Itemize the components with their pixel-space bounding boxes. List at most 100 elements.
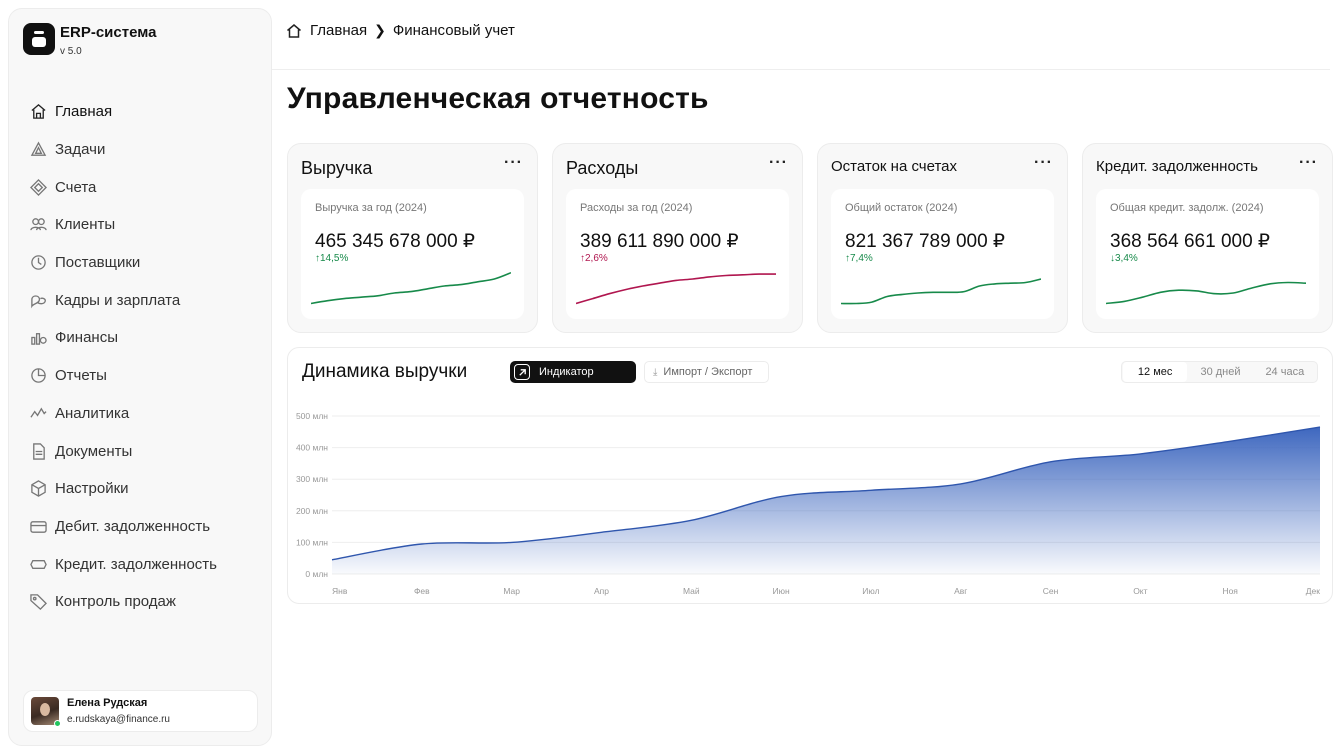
- clients-icon: [29, 216, 47, 234]
- more-menu-icon[interactable]: ···: [769, 154, 788, 171]
- breadcrumb-home[interactable]: Главная: [310, 22, 368, 39]
- sidebar-item-tasks[interactable]: Задачи: [29, 131, 265, 169]
- sidebar-item-hr[interactable]: Кадры и зарплата: [29, 281, 265, 319]
- kpi-sparkline: [1106, 281, 1306, 305]
- kpi-change: ↑14,5%: [315, 253, 349, 264]
- kpi-value: 465 345 678 000 ₽: [315, 231, 476, 252]
- indicator-button[interactable]: Индикатор: [510, 361, 636, 383]
- sidebar-item-label: Главная: [55, 103, 113, 121]
- revenue-area-chart: 0 млн 100 млн 200 млн 300 млн 400 млн 500 млн…: [296, 411, 1321, 596]
- app-version: v 5.0: [60, 46, 82, 57]
- reports-icon: [29, 367, 47, 385]
- sparkline-path: [576, 273, 776, 305]
- sidebar-item-label: Клиенты: [55, 216, 116, 234]
- brand[interactable]: ERP-система v 5.0: [23, 23, 156, 57]
- y-tick-label: 400 млн: [296, 443, 328, 453]
- online-status-dot: [54, 720, 61, 727]
- settings-icon: [29, 480, 47, 498]
- tag-icon: [29, 593, 47, 611]
- kpi-subtitle: Выручка за год (2024): [315, 202, 427, 214]
- page-title: Управленческая отчетность: [287, 82, 709, 115]
- kpi-body: Расходы за год (2024) 389 611 890 000 ₽ …: [566, 189, 789, 319]
- kpi-title: Остаток на счетах: [831, 158, 957, 175]
- kpi-card-expenses: Расходы ··· Расходы за год (2024) 389 61…: [552, 143, 803, 333]
- kpi-sparkline: [841, 278, 1041, 305]
- x-tick-label: Июн: [772, 586, 789, 596]
- sidebar-item-label: Отчеты: [55, 367, 107, 385]
- hr-icon: [29, 291, 47, 309]
- y-tick-label: 0 млн: [305, 569, 328, 579]
- sparkline-path: [841, 278, 1041, 305]
- sidebar-item-credit[interactable]: Кредит. задолженность: [29, 545, 265, 583]
- kpi-value: 389 611 890 000 ₽: [580, 231, 739, 252]
- import-export-button[interactable]: ⤓ Импорт / Экспорт: [644, 361, 769, 383]
- x-tick-label: Май: [683, 586, 700, 596]
- card-icon: [29, 517, 47, 535]
- kpi-subtitle: Расходы за год (2024): [580, 202, 693, 214]
- sidebar-item-sales-control[interactable]: Контроль продаж: [29, 583, 265, 621]
- kpi-subtitle: Общий остаток (2024): [845, 202, 958, 214]
- sidebar-item-reports[interactable]: Отчеты: [29, 357, 265, 395]
- more-menu-icon[interactable]: ···: [1299, 154, 1318, 171]
- invoices-icon: [29, 178, 47, 196]
- revenue-line: [331, 426, 1321, 561]
- kpi-subtitle: Общая кредит. задолж. (2024): [1110, 202, 1264, 214]
- sparkline-path: [311, 271, 511, 305]
- user-profile-card[interactable]: Елена Рудская e.rudskaya@finance.ru: [23, 690, 258, 732]
- kpi-sparkline: [576, 273, 776, 305]
- kpi-title: Расходы: [566, 158, 639, 178]
- download-icon: ⤓: [653, 366, 658, 378]
- sidebar-item-label: Задачи: [55, 141, 106, 159]
- arrow-up-right-icon: [514, 364, 530, 380]
- tasks-icon: [29, 141, 47, 159]
- x-tick-label: Июл: [862, 586, 879, 596]
- x-tick-label: Авг: [954, 586, 967, 596]
- home-icon[interactable]: [286, 23, 302, 39]
- sidebar-item-clients[interactable]: Клиенты: [29, 206, 265, 244]
- analytics-icon: [29, 404, 47, 422]
- period-12-months[interactable]: 12 мес: [1123, 362, 1188, 382]
- period-selector: 12 мес 30 дней 24 часа: [1121, 361, 1318, 383]
- sidebar-item-settings[interactable]: Настройки: [29, 470, 265, 508]
- sidebar-item-label: Счета: [55, 178, 97, 196]
- sidebar-item-analytics[interactable]: Аналитика: [29, 395, 265, 433]
- sidebar-nav: Главная Задачи Счета Клиенты Поставщики …: [29, 93, 265, 621]
- kpi-title: Выручка: [301, 158, 373, 178]
- y-tick-label: 300 млн: [296, 474, 328, 484]
- x-tick-label: Дек: [1306, 586, 1320, 596]
- x-tick-label: Мар: [503, 586, 520, 596]
- revenue-chart-card: Динамика выручки Индикатор ⤓ Импорт / Эк…: [287, 347, 1333, 604]
- period-30-days[interactable]: 30 дней: [1200, 366, 1241, 378]
- more-menu-icon[interactable]: ···: [1034, 154, 1053, 171]
- y-tick-label: 200 млн: [296, 506, 328, 516]
- kpi-card-revenue: Выручка ··· Выручка за год (2024) 465 34…: [287, 143, 538, 333]
- sidebar-item-finance[interactable]: Финансы: [29, 319, 265, 357]
- more-menu-icon[interactable]: ···: [504, 154, 523, 171]
- documents-icon: [29, 442, 47, 460]
- sidebar-item-label: Финансы: [55, 329, 118, 347]
- period-24-hours[interactable]: 24 часа: [1265, 366, 1305, 378]
- sidebar-item-documents[interactable]: Документы: [29, 432, 265, 470]
- kpi-sparkline: [311, 271, 511, 305]
- sidebar-item-suppliers[interactable]: Поставщики: [29, 244, 265, 282]
- breadcrumb: Главная ❯ Финансовый учет: [286, 22, 515, 39]
- sidebar-item-invoices[interactable]: Счета: [29, 168, 265, 206]
- user-email: e.rudskaya@finance.ru: [67, 714, 170, 725]
- sidebar-item-home[interactable]: Главная: [29, 93, 265, 131]
- sidebar-item-debit[interactable]: Дебит. задолженность: [29, 508, 265, 546]
- breadcrumb-current: Финансовый учет: [392, 22, 515, 39]
- x-tick-label: Окт: [1133, 586, 1147, 596]
- user-name: Елена Рудская: [67, 697, 148, 709]
- revenue-chart-title: Динамика выручки: [302, 361, 468, 382]
- suppliers-icon: [29, 254, 47, 272]
- app-logo-icon: [23, 23, 55, 55]
- kpi-change: ↑7,4%: [845, 253, 873, 264]
- kpi-card-balance: Остаток на счетах ··· Общий остаток (202…: [817, 143, 1068, 333]
- sidebar-item-label: Документы: [55, 442, 133, 460]
- revenue-area: [332, 427, 1320, 574]
- x-tick-label: Апр: [594, 586, 609, 596]
- sidebar-item-label: Поставщики: [55, 254, 141, 272]
- import-export-label: Импорт / Экспорт: [663, 366, 753, 378]
- indicator-label: Индикатор: [539, 366, 594, 378]
- kpi-value: 368 564 661 000 ₽: [1110, 231, 1271, 252]
